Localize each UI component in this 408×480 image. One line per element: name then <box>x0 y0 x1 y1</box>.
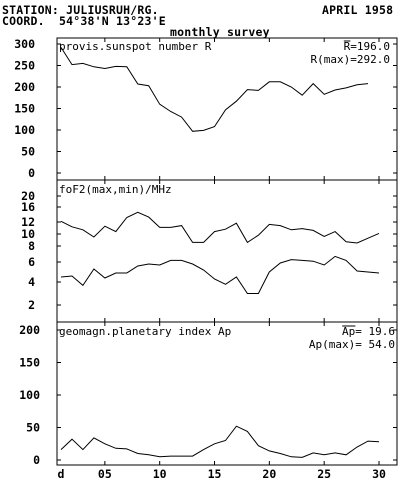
y-tick-label: 16 <box>21 200 35 214</box>
x-tick-label: 25 <box>317 467 331 480</box>
y-tick-label: 12 <box>21 215 35 229</box>
x-tick-label: 30 <box>372 467 386 480</box>
station-label: STATION: JULIUSRUH/RG. <box>2 3 159 17</box>
panel-frame-2 <box>56 179 398 323</box>
series-line-2 <box>60 255 380 294</box>
y-tick-label: 150 <box>19 356 40 370</box>
coord-label: COORD. 54°38'N 13°23'E <box>2 14 166 28</box>
y-tick-label: 100 <box>14 123 35 137</box>
y-tick-label: 250 <box>14 59 35 73</box>
x-tick-label: 20 <box>262 467 276 480</box>
max-stat: Ap(max)= 54.0 <box>309 338 395 351</box>
series-line-1 <box>60 425 380 458</box>
y-tick-label: 50 <box>26 421 40 435</box>
panel-title: provis.sunspot number R <box>59 40 212 53</box>
panel-title: foF2(max,min)/MHz <box>59 183 172 196</box>
y-tick-label: 8 <box>28 239 35 253</box>
y-tick-label: 10 <box>21 227 35 241</box>
y-tick-label: 0 <box>33 453 40 467</box>
panel-frame-3 <box>56 321 398 466</box>
y-tick-label: 200 <box>19 323 40 337</box>
series-line-1 <box>60 47 369 132</box>
y-tick-label: 0 <box>28 166 35 180</box>
max-stat: R(max)=292.0 <box>311 53 390 66</box>
y-tick-label: 200 <box>14 80 35 94</box>
x-tick-label: d <box>58 467 65 480</box>
y-tick-label: 50 <box>21 145 35 159</box>
x-tick-label: 15 <box>208 467 222 480</box>
y-tick-label: 300 <box>14 37 35 51</box>
y-tick-label: 6 <box>28 255 35 269</box>
y-tick-label: 4 <box>28 275 35 289</box>
y-tick-label: 2 <box>28 298 35 312</box>
x-tick-label: 05 <box>98 467 112 480</box>
date-label: APRIL 1958 <box>322 3 394 17</box>
mean-stat: Ap= 19.6 <box>342 325 395 338</box>
y-tick-label: 150 <box>14 102 35 116</box>
mean-stat: R=196.0 <box>344 40 390 53</box>
survey-subtitle: monthly survey <box>170 25 270 39</box>
y-tick-label: 100 <box>19 388 40 402</box>
x-tick-label: 10 <box>153 467 167 480</box>
y-tick-label: 20 <box>21 189 35 203</box>
panel-title: geomagn.planetary index Ap <box>59 325 231 338</box>
series-line-1 <box>60 211 380 244</box>
